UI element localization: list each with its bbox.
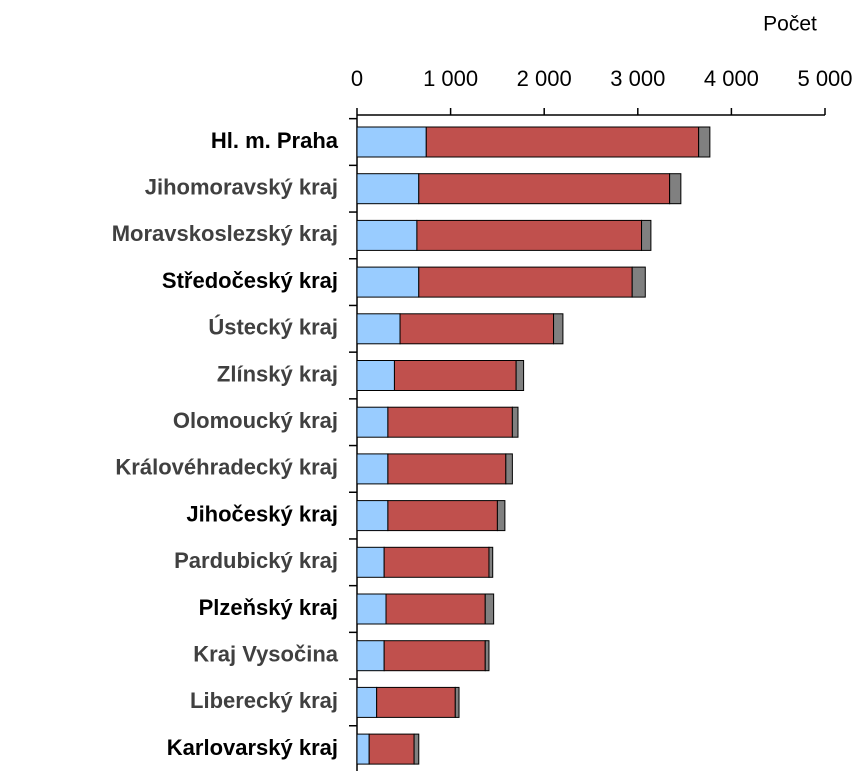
bar-segment <box>356 219 418 251</box>
bar-segment <box>515 360 525 391</box>
bar-segment <box>368 733 415 765</box>
y-tick-label: Kraj Vysočina <box>193 642 338 667</box>
bar-segment <box>505 453 513 485</box>
bar-segment <box>631 266 646 298</box>
y-tick-label: Jihočeský kraj <box>186 501 338 526</box>
bar-segment <box>356 500 389 532</box>
bar-segment <box>416 219 643 251</box>
y-tick-label: Plzeňský kraj <box>199 595 338 620</box>
bar-segment <box>484 593 495 625</box>
y-tick-label: Středočeský kraj <box>162 268 338 293</box>
bar-segment <box>496 500 506 532</box>
bar-segment <box>356 546 385 578</box>
bar-segment <box>484 640 490 672</box>
bar-segment <box>356 313 401 345</box>
y-tick-label: Jihomoravský kraj <box>145 175 338 200</box>
x-tick-label: 5 000 <box>797 66 852 91</box>
axis-label: Počet <box>763 13 817 36</box>
y-tick-label: Hl. m. Praha <box>211 128 339 153</box>
y-tick-label: Ústecký kraj <box>208 315 338 340</box>
bar-segment <box>387 453 507 485</box>
y-tick-label: Liberecký kraj <box>190 688 338 713</box>
x-tick-label: 1 000 <box>423 66 478 91</box>
x-tick-label: 4 000 <box>704 66 759 91</box>
bar-segment <box>356 733 370 765</box>
y-tick-label: Královéhradecký kraj <box>115 455 338 480</box>
bar-segment <box>356 593 387 625</box>
y-tick-label: Zlínský kraj <box>217 361 338 386</box>
bar-segment <box>356 406 389 438</box>
x-tick-label: 0 <box>351 66 363 91</box>
bar-segment <box>488 546 494 578</box>
bar-segment <box>553 313 564 345</box>
bar-segment <box>425 126 700 158</box>
bar-segment <box>698 126 711 158</box>
bar-segment <box>669 173 682 205</box>
bar-segment <box>454 686 460 718</box>
x-tick-label: 2 000 <box>517 66 572 91</box>
y-tick-label: Olomoucký kraj <box>173 408 338 433</box>
bar-segment <box>385 593 486 625</box>
x-tick-label: 3 000 <box>610 66 665 91</box>
bar-segment <box>356 686 378 718</box>
bar-segment <box>418 173 671 205</box>
bar-segment <box>641 219 652 251</box>
bar-segment <box>418 266 633 298</box>
bar-segment <box>356 360 395 391</box>
bar-segment <box>393 360 517 391</box>
bar-segment <box>376 686 456 718</box>
bar-segment <box>356 173 420 205</box>
bar-segment <box>387 406 513 438</box>
bar-segment <box>383 640 486 672</box>
y-tick-label: Pardubický kraj <box>174 548 338 573</box>
bar-segment <box>356 126 427 158</box>
bar-segment <box>387 500 498 532</box>
bar-segment <box>413 733 420 765</box>
bar-segment <box>511 406 519 438</box>
y-tick-label: Karlovarský kraj <box>167 735 338 760</box>
bar-segment <box>356 640 385 672</box>
bar-segment <box>356 266 420 298</box>
bar-segment <box>383 546 490 578</box>
bar-segment <box>399 313 555 345</box>
bar-segment <box>356 453 389 485</box>
y-tick-label: Moravskoslezský kraj <box>112 221 338 246</box>
